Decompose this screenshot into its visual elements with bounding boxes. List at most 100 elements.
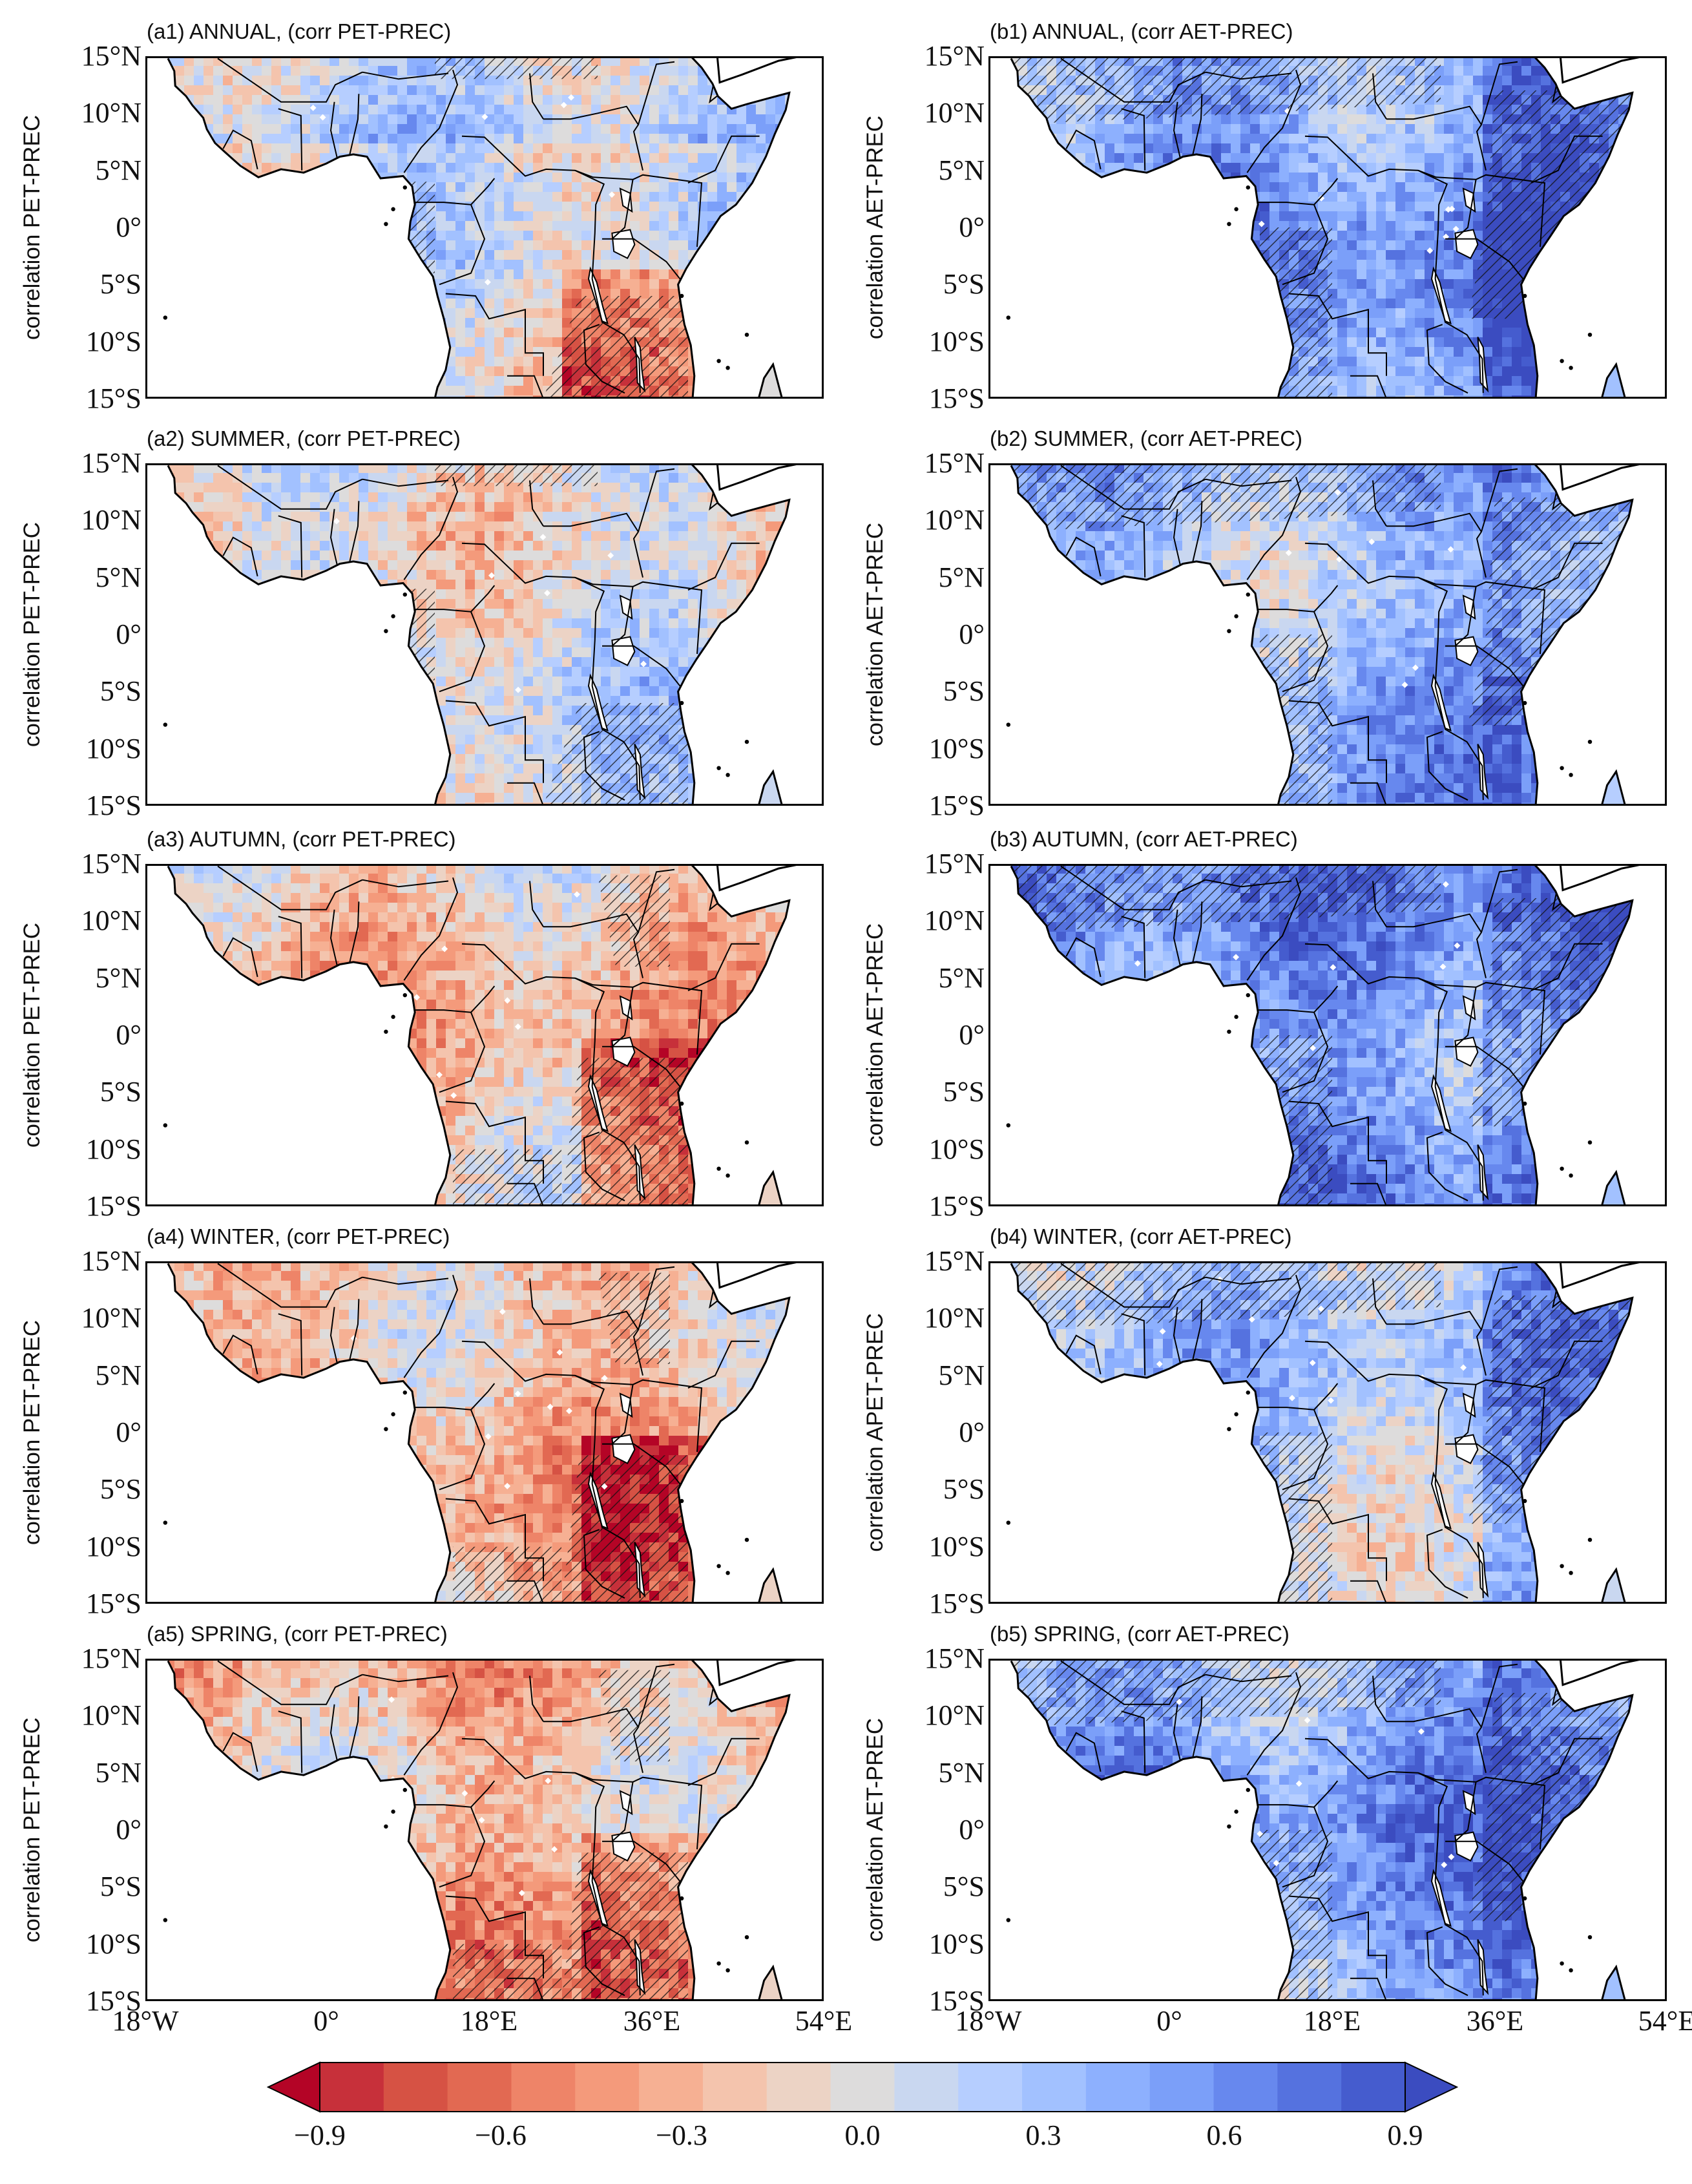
map-cell — [523, 279, 534, 289]
map-cell — [795, 134, 805, 144]
map-cell — [349, 182, 359, 193]
map-cell — [397, 328, 408, 338]
map-cell — [1289, 124, 1299, 134]
map-cell — [1395, 240, 1406, 251]
map-cell — [649, 56, 660, 67]
map-cell — [1405, 328, 1415, 338]
map-cell — [1638, 289, 1648, 299]
map-cell — [698, 299, 708, 309]
map-cell — [1386, 153, 1396, 163]
map-cell — [1011, 192, 1018, 202]
map-cell — [1337, 386, 1348, 396]
map-cell — [1483, 337, 1493, 348]
map-cell — [446, 124, 456, 134]
map-cell — [707, 124, 718, 134]
map-cell — [1647, 105, 1658, 115]
map-cell — [1657, 95, 1667, 105]
map-cell — [1240, 376, 1251, 386]
map-cell — [1192, 211, 1202, 222]
map-cell — [194, 366, 204, 377]
map-cell — [1105, 289, 1115, 299]
map-cell — [168, 163, 175, 173]
map-cell — [194, 328, 204, 338]
map-cell — [1076, 299, 1086, 309]
map-cell — [669, 163, 679, 173]
map-cell — [552, 143, 563, 154]
map-cell — [998, 182, 1008, 193]
map-cell — [271, 366, 282, 377]
map-cell — [601, 260, 611, 270]
map-cell — [1011, 95, 1018, 105]
map-cell — [630, 211, 640, 222]
map-cell — [368, 269, 379, 280]
map-cell — [174, 76, 185, 86]
map-cell — [417, 328, 427, 338]
map-cell — [1395, 260, 1406, 270]
map-cell — [388, 318, 398, 328]
map-cell — [281, 192, 291, 202]
map-cell — [523, 114, 534, 125]
map-cell — [1357, 299, 1367, 309]
map-cell — [727, 269, 737, 280]
map-cell — [446, 308, 456, 319]
map-cell — [485, 347, 495, 357]
map-cell — [262, 240, 272, 251]
map-cell — [1647, 66, 1658, 76]
map-cell — [281, 386, 291, 396]
map-cell — [1628, 376, 1633, 386]
map-cell — [1250, 376, 1260, 386]
map-cell — [1202, 386, 1212, 396]
map-cell — [562, 269, 572, 280]
map-cell — [436, 269, 446, 280]
map-cell — [378, 76, 388, 86]
map-cell — [300, 395, 311, 399]
map-cell — [1415, 250, 1425, 260]
map-cell — [572, 134, 582, 144]
map-cell — [988, 357, 999, 367]
map-cell — [756, 337, 766, 348]
map-cell — [717, 85, 727, 96]
map-cell — [455, 153, 466, 163]
map-cell — [1647, 376, 1658, 386]
map-cell — [1011, 376, 1018, 386]
map-cell — [1095, 231, 1105, 241]
map-cell — [1541, 279, 1551, 289]
map-cell — [1318, 173, 1328, 183]
map-cell — [591, 182, 601, 193]
map-cell — [252, 366, 262, 377]
map-cell — [998, 260, 1008, 270]
map-cell — [659, 105, 669, 115]
map-cell — [1638, 328, 1648, 338]
map-cell — [184, 124, 194, 134]
map-cell — [455, 95, 466, 105]
map-cell — [1628, 318, 1633, 328]
map-cell — [174, 289, 185, 299]
map-cell — [223, 260, 233, 270]
map-cell — [320, 328, 330, 338]
map-cell — [1095, 357, 1105, 367]
map-cell — [1018, 386, 1028, 396]
map-cell — [281, 289, 291, 299]
map-cell — [804, 260, 815, 270]
map-cell — [378, 95, 388, 105]
map-cell — [194, 250, 204, 260]
map-cell — [1114, 386, 1125, 396]
map-cell — [736, 182, 747, 193]
map-cell — [1347, 173, 1357, 183]
map-cell — [213, 114, 224, 125]
map-cell — [988, 143, 999, 154]
map-cell — [504, 366, 514, 377]
map-cell — [1221, 143, 1231, 154]
map-cell — [1211, 231, 1222, 241]
map-cell — [562, 124, 572, 134]
map-cell — [233, 240, 243, 251]
map-cell — [1395, 250, 1406, 260]
map-cell — [1647, 173, 1658, 183]
map-cell — [1211, 124, 1222, 134]
map-cell — [581, 202, 592, 212]
map-cell — [242, 250, 253, 260]
map-cell — [1415, 124, 1425, 134]
map-cell — [533, 114, 543, 125]
map-cell — [727, 337, 737, 348]
map-cell — [378, 250, 388, 260]
